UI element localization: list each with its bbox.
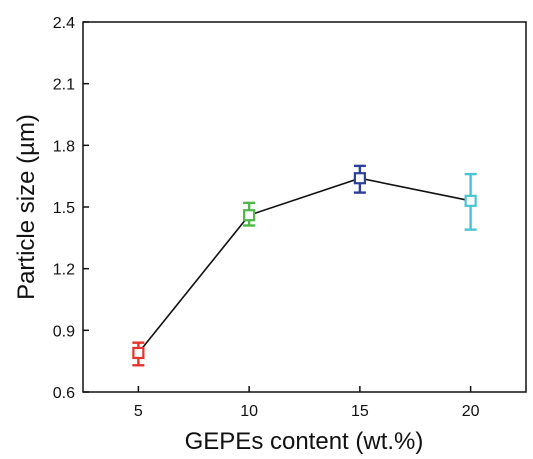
x-tick-label: 5 bbox=[134, 403, 143, 420]
y-tick-label: 2.4 bbox=[53, 15, 75, 32]
y-tick-label: 2.1 bbox=[53, 77, 75, 94]
y-axis-title: Particle size (µm) bbox=[13, 114, 40, 300]
x-tick-label: 20 bbox=[462, 403, 480, 420]
data-point bbox=[243, 201, 256, 227]
y-tick-label: 0.9 bbox=[53, 323, 75, 340]
x-tick-label: 15 bbox=[351, 403, 369, 420]
data-point bbox=[353, 164, 366, 194]
y-axis-ticks: 0.6 0.9 1.2 1.5 1.8 2.1 2.4 bbox=[53, 15, 89, 402]
point-marker bbox=[132, 346, 145, 360]
point-marker bbox=[243, 209, 256, 222]
x-axis-title: GEPEs content (wt.%) bbox=[185, 428, 424, 455]
x-axis-ticks: 5 10 15 20 bbox=[134, 386, 480, 420]
series-line bbox=[137, 177, 471, 354]
point-marker bbox=[353, 172, 366, 185]
y-tick-label: 1.5 bbox=[53, 200, 75, 217]
data-point bbox=[132, 341, 145, 367]
plot-frame bbox=[82, 21, 527, 393]
y-tick-label: 0.6 bbox=[53, 385, 75, 402]
y-tick-label: 1.2 bbox=[53, 262, 75, 279]
data-points bbox=[132, 164, 477, 367]
point-marker bbox=[464, 194, 477, 207]
y-tick-label: 1.8 bbox=[53, 138, 75, 155]
data-point bbox=[464, 172, 477, 231]
x-tick-label: 10 bbox=[240, 403, 258, 420]
